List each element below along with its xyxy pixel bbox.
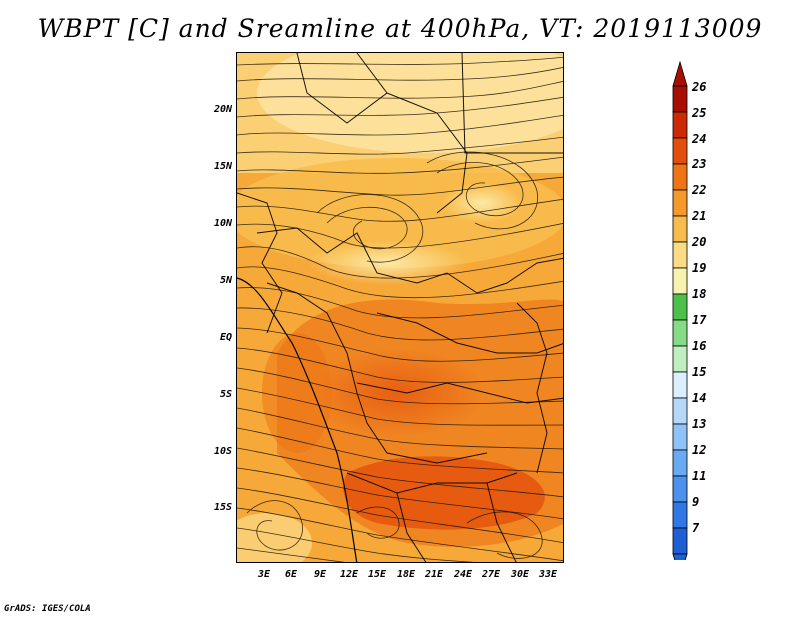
lon-label-12e: 12E	[339, 569, 359, 580]
colorbar-segment	[672, 371, 688, 399]
colorbar-label-21: 21	[692, 209, 707, 223]
colorbar-segment	[672, 215, 688, 243]
colorbar-segment	[672, 501, 688, 529]
lat-label-5s: 5S	[219, 389, 232, 400]
shade-hot-blob	[307, 348, 487, 438]
streamlines	[237, 56, 563, 562]
colorbar-segment	[672, 163, 688, 191]
colorbar-label-17: 17	[692, 313, 707, 327]
colorbar-label-13: 13	[692, 417, 707, 431]
lon-label-33e: 33E	[538, 569, 558, 580]
lat-label-eq: EQ	[219, 332, 232, 343]
colorbar-label-25: 25	[692, 106, 707, 120]
colorbar-segment	[672, 397, 688, 425]
lon-label-18e: 18E	[396, 569, 416, 580]
colorbar-label-19: 19	[692, 261, 707, 275]
lon-label-6e: 6E	[284, 569, 298, 580]
colorbar-segment	[672, 345, 688, 373]
colorbar-segment	[672, 137, 688, 165]
lat-label-10s: 10S	[213, 446, 232, 457]
colorbar-segment	[672, 111, 688, 139]
colorbar-label-14: 14	[692, 391, 707, 405]
lat-label-20n: 20N	[213, 104, 232, 115]
colorbar-segment	[672, 85, 688, 113]
colorbar-label-11: 11	[692, 469, 707, 483]
colorbar-label-26: 26	[692, 80, 707, 94]
coastline	[237, 277, 358, 562]
map-panel	[236, 52, 564, 563]
colorbar-segment	[672, 527, 688, 555]
colorbar-segment	[672, 475, 688, 503]
colorbar-label-12: 12	[692, 443, 707, 457]
colorbar-segment	[672, 241, 688, 269]
country-borders	[237, 53, 563, 562]
colorbar-label-9: 9	[692, 495, 700, 509]
lon-label-24e: 24E	[453, 569, 473, 580]
lon-label-30e: 30E	[510, 569, 530, 580]
colorbar-label-7: 7	[692, 521, 700, 535]
colorbar-label-15: 15	[692, 365, 707, 379]
colorbar-segment	[672, 423, 688, 451]
shade-pale-blob-3	[237, 513, 312, 562]
lat-label-15n: 15N	[213, 161, 232, 172]
colorbar-label-23: 23	[692, 157, 707, 171]
colorbar-upper-arrow	[672, 60, 688, 87]
colorbar-segment	[672, 293, 688, 321]
map-title: WBPT [C] and Sreamline at 400hPa, VT: 20…	[37, 14, 763, 43]
colorbar-label-18: 18	[692, 287, 707, 301]
lat-label-15s: 15S	[213, 502, 232, 513]
shade-west-lobe	[262, 333, 332, 453]
colorbar-segment	[672, 189, 688, 217]
colorbar-lower-arrow	[672, 553, 688, 560]
lon-label-9e: 9E	[313, 569, 327, 580]
colorbar-label-24: 24	[692, 132, 707, 146]
shade-pale-blob-2	[442, 183, 522, 223]
lat-label-10n: 10N	[213, 218, 232, 229]
lon-label-21e: 21E	[424, 569, 444, 580]
colorbar-segment	[672, 449, 688, 477]
colorbar	[672, 60, 688, 560]
colorbar-label-20: 20	[692, 235, 707, 249]
lat-label-5n: 5N	[219, 275, 232, 286]
colorbar-segment	[672, 267, 688, 295]
lon-label-3e: 3E	[257, 569, 271, 580]
grads-credit: GrADS: IGES/COLA	[4, 604, 91, 614]
colorbar-label-22: 22	[692, 183, 707, 197]
lon-label-15e: 15E	[367, 569, 387, 580]
colorbar-segment	[672, 319, 688, 347]
map-canvas	[237, 53, 563, 562]
colorbar-label-16: 16	[692, 339, 707, 353]
lon-label-27e: 27E	[481, 569, 501, 580]
